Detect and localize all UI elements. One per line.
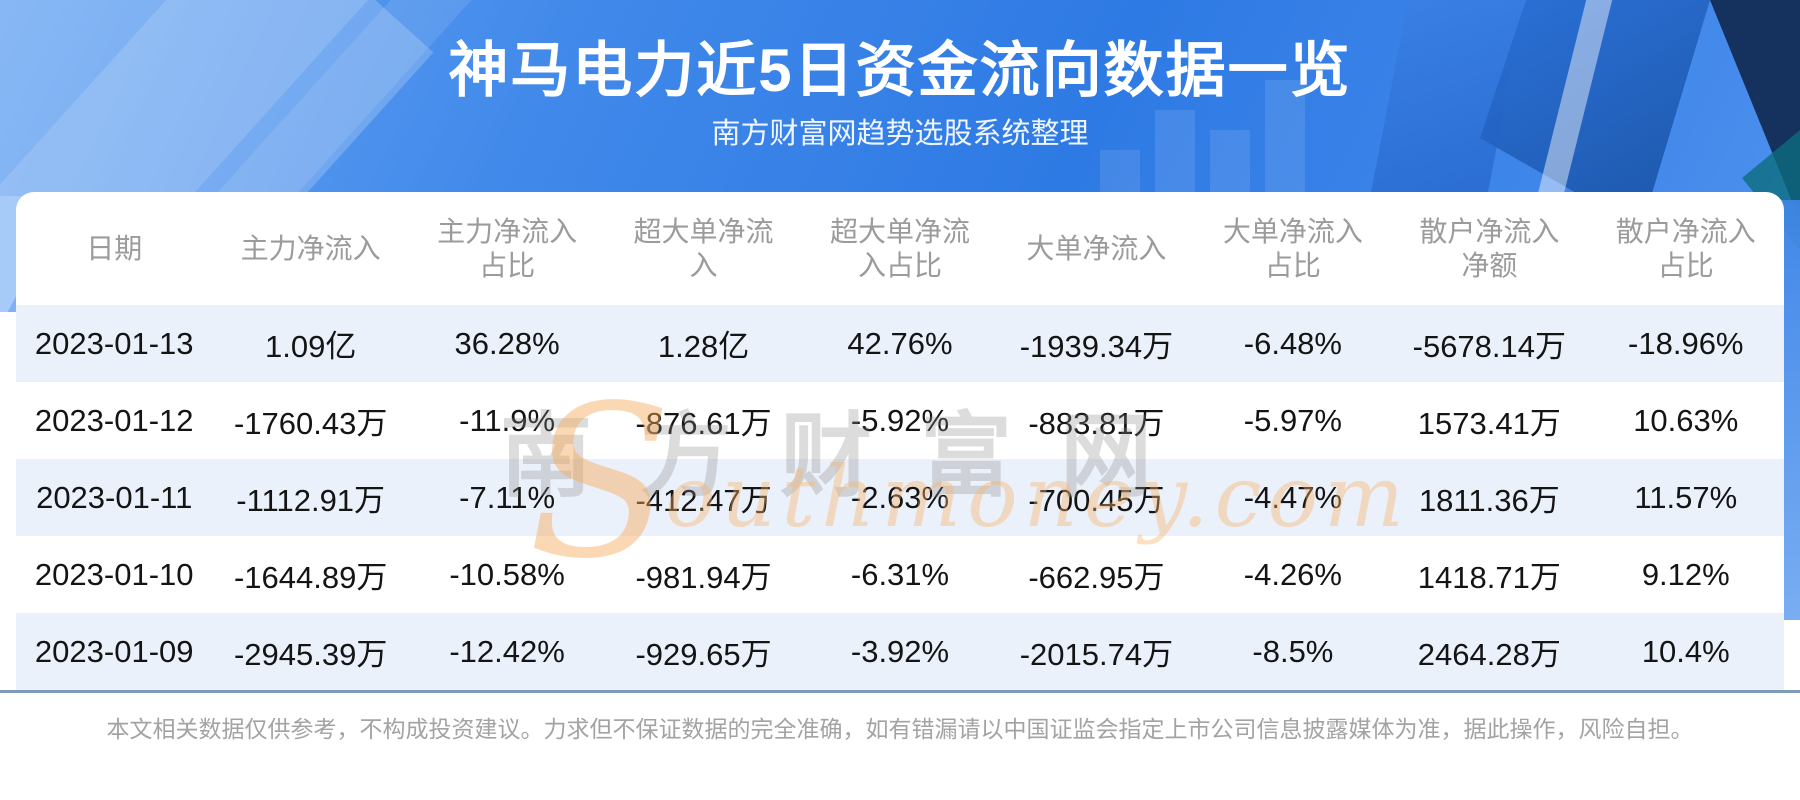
cell-xl-order-net-inflow: -412.47万	[635, 483, 772, 518]
cell-main-net-inflow: -1112.91万	[236, 483, 386, 518]
cell-large-order-net-inflow: -883.81万	[1028, 406, 1165, 441]
data-table-card: 日期 主力净流入 主力净流入占比 超大单净流入 超大单净流入占比 大单净流入 大…	[16, 192, 1784, 692]
cell-xl-order-net-inflow-ratio: -5.92%	[850, 402, 950, 438]
cell-xl-order-net-inflow: -929.65万	[635, 637, 772, 672]
cell-retail-net-inflow: 2464.28万	[1417, 637, 1561, 672]
cell-main-net-inflow: -1644.89万	[233, 560, 388, 595]
cell-retail-net-inflow-ratio: -18.96%	[1628, 325, 1744, 361]
column-header-date: 日期	[86, 232, 143, 264]
cell-retail-net-inflow-ratio: 11.57%	[1634, 479, 1738, 515]
cell-main-net-inflow: 1.09亿	[264, 329, 357, 364]
cell-large-order-net-inflow-ratio: -4.26%	[1243, 556, 1342, 592]
cell-xl-order-net-inflow-ratio: -3.92%	[850, 633, 950, 669]
cell-main-net-inflow-ratio: -12.42%	[449, 633, 565, 669]
table-row: 2023-01-09 -2945.39万 -12.42% -929.65万 -3…	[16, 613, 1784, 690]
column-header-main-net-inflow-ratio: 主力净流入占比	[437, 215, 578, 281]
cell-xl-order-net-inflow-ratio: -2.63%	[850, 479, 950, 515]
column-header-large-order-net-inflow: 大单净流入	[1026, 232, 1167, 264]
page-title: 神马电力近5日资金流向数据一览	[448, 37, 1352, 104]
cell-date: 2023-01-13	[34, 325, 194, 361]
cell-retail-net-inflow: 1573.41万	[1417, 406, 1561, 441]
cell-retail-net-inflow: 1811.36万	[1418, 483, 1560, 518]
column-header-xl-order-net-inflow: 超大单净流入	[633, 215, 774, 281]
table-row: 2023-01-13 1.09亿 36.28% 1.28亿 42.76% -19…	[16, 305, 1784, 382]
cell-date: 2023-01-09	[34, 633, 194, 669]
cell-main-net-inflow-ratio: -7.11%	[459, 479, 556, 515]
cell-main-net-inflow-ratio: 36.28%	[454, 325, 560, 361]
cell-large-order-net-inflow-ratio: -8.5%	[1252, 633, 1334, 669]
column-header-retail-net-inflow: 散户净流入净额	[1419, 215, 1560, 281]
cell-xl-order-net-inflow: -981.94万	[635, 560, 772, 595]
column-header-xl-order-net-inflow-ratio: 超大单净流入占比	[829, 215, 970, 281]
cell-large-order-net-inflow: -1939.34万	[1019, 329, 1174, 364]
cell-xl-order-net-inflow-ratio: -6.31%	[850, 556, 950, 592]
table-row: 2023-01-11 -1112.91万 -7.11% -412.47万 -2.…	[16, 459, 1784, 536]
cell-main-net-inflow-ratio: -11.9%	[459, 402, 556, 438]
cell-date: 2023-01-10	[34, 556, 194, 592]
disclaimer-text: 本文相关数据仅供参考，不构成投资建议。力求但不保证数据的完全准确，如有错漏请以中…	[106, 716, 1694, 742]
column-header-retail-net-inflow-ratio: 散户净流入占比	[1615, 215, 1756, 281]
table-body: 2023-01-13 1.09亿 36.28% 1.28亿 42.76% -19…	[16, 305, 1784, 690]
cell-date: 2023-01-11	[36, 479, 193, 515]
cell-main-net-inflow: -2945.39万	[233, 637, 388, 672]
cell-large-order-net-inflow-ratio: -6.48%	[1243, 325, 1342, 361]
page-subtitle: 南方财富网趋势选股系统整理	[711, 118, 1089, 150]
cell-retail-net-inflow-ratio: 10.4%	[1641, 633, 1730, 669]
cell-large-order-net-inflow: -662.95万	[1028, 560, 1165, 595]
cell-large-order-net-inflow: -2015.74万	[1019, 637, 1174, 672]
cell-retail-net-inflow: -5678.14万	[1412, 329, 1567, 364]
table-header-row: 日期 主力净流入 主力净流入占比 超大单净流入 超大单净流入占比 大单净流入 大…	[16, 192, 1784, 305]
column-header-large-order-net-inflow-ratio: 大单净流入占比	[1222, 215, 1363, 281]
cell-large-order-net-inflow-ratio: -4.47%	[1243, 479, 1342, 515]
cell-large-order-net-inflow-ratio: -5.97%	[1243, 402, 1342, 438]
cell-retail-net-inflow-ratio: 10.63%	[1633, 402, 1739, 438]
cell-xl-order-net-inflow-ratio: 42.76%	[847, 325, 953, 361]
cell-xl-order-net-inflow: -876.61万	[635, 406, 772, 441]
cell-retail-net-inflow: 1418.71万	[1417, 560, 1561, 595]
cell-retail-net-inflow-ratio: 9.12%	[1641, 556, 1730, 592]
cell-main-net-inflow: -1760.43万	[233, 406, 388, 441]
cell-main-net-inflow-ratio: -10.58%	[449, 556, 565, 592]
footer-divider-line	[0, 690, 1800, 693]
table-row: 2023-01-12 -1760.43万 -11.9% -876.61万 -5.…	[16, 382, 1784, 459]
cell-xl-order-net-inflow: 1.28亿	[657, 329, 750, 364]
cell-date: 2023-01-12	[34, 402, 194, 438]
banner-edge-mask	[0, 312, 18, 620]
table-row: 2023-01-10 -1644.89万 -10.58% -981.94万 -6…	[16, 536, 1784, 613]
cell-large-order-net-inflow: -700.45万	[1028, 483, 1165, 518]
column-header-main-net-inflow: 主力净流入	[240, 232, 381, 264]
